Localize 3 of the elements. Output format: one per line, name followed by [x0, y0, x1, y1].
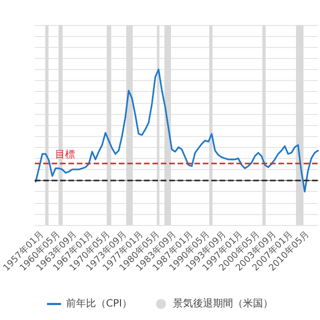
ref-line-label: 目標	[54, 148, 75, 160]
legend-label: 前年比（CPI）	[66, 298, 132, 310]
legend-label: 景気後退期間（米国）	[172, 298, 273, 310]
